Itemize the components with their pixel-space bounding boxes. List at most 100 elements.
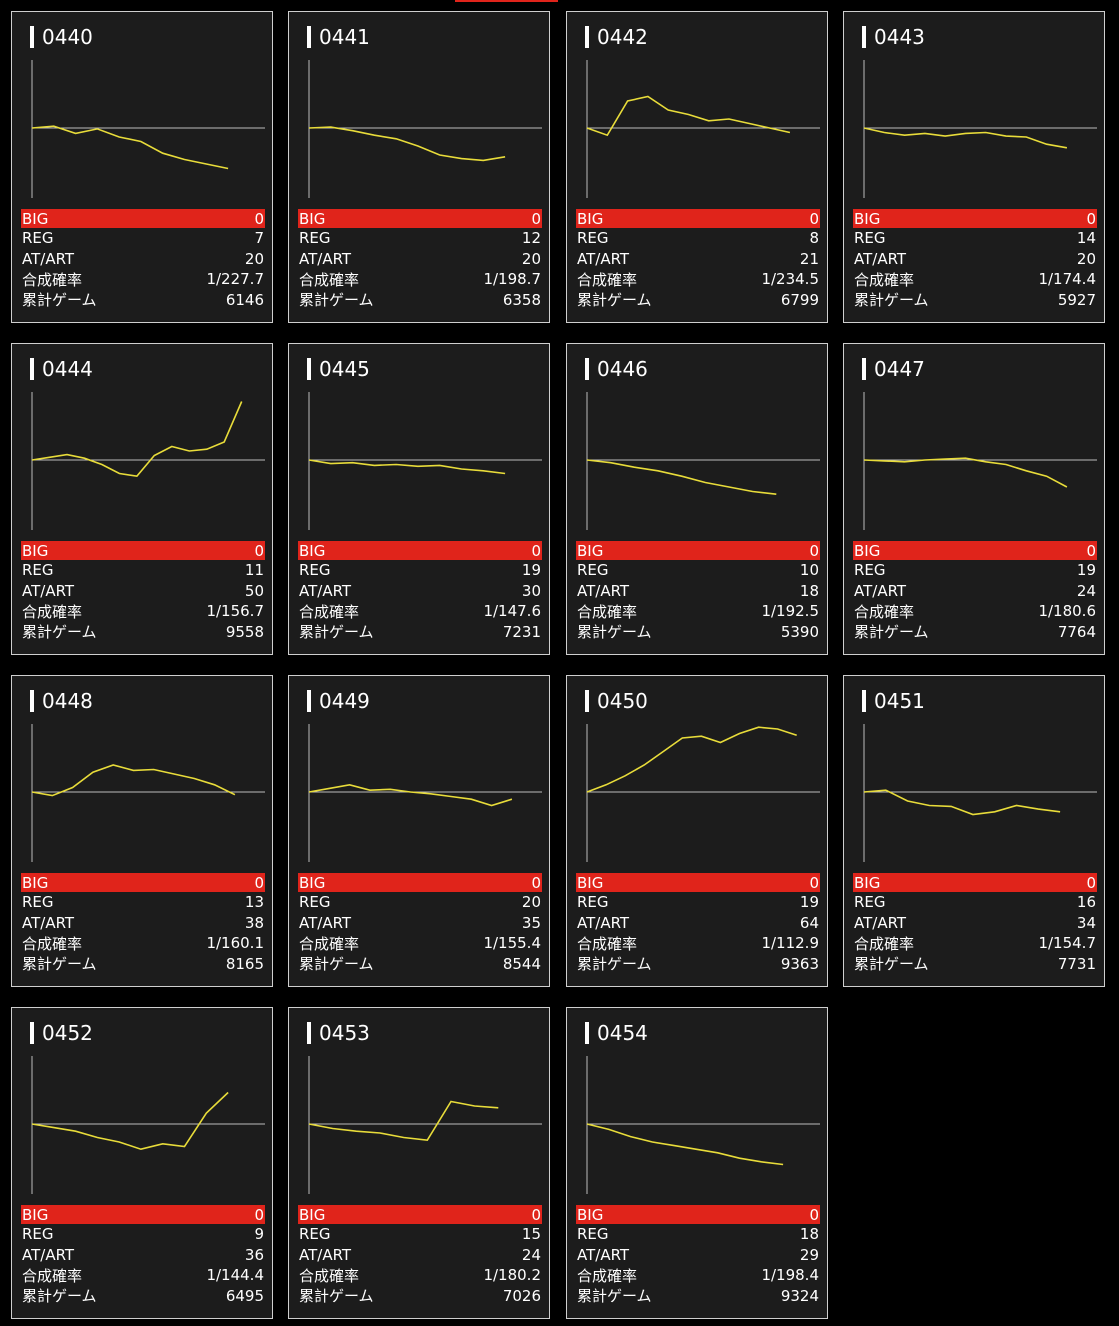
big-row: BIG 0 bbox=[576, 873, 820, 892]
reg-row-value: 12 bbox=[521, 229, 541, 248]
rate-row-value: 1/155.4 bbox=[483, 934, 541, 953]
machine-card[interactable]: 0443 BIG 0 REG 14 AT/ART 20 合成確率 1/174.4 累計ゲーム 592… bbox=[843, 11, 1105, 323]
big-row-label: BIG bbox=[22, 209, 49, 228]
big-row-value: 0 bbox=[1086, 209, 1096, 228]
reg-row: REG 19 bbox=[576, 892, 820, 913]
trend-line bbox=[863, 457, 1068, 488]
reg-row-label: REG bbox=[854, 229, 886, 248]
trend-line bbox=[586, 726, 797, 793]
big-row-label: BIG bbox=[22, 873, 49, 892]
machine-card[interactable]: 0441 BIG 0 REG 12 AT/ART 20 合成確率 1/198.7 累計ゲーム 635… bbox=[288, 11, 550, 323]
trend-line bbox=[308, 459, 506, 475]
big-row-value: 0 bbox=[809, 541, 819, 560]
machine-number: 0449 bbox=[307, 690, 370, 712]
rate-row-value: 1/234.5 bbox=[761, 270, 819, 289]
machine-number: 0443 bbox=[862, 26, 925, 48]
atart-row-label: AT/ART bbox=[854, 581, 907, 600]
big-row-value: 0 bbox=[254, 1205, 264, 1224]
big-row: BIG 0 bbox=[298, 541, 542, 560]
machine-card[interactable]: 0450 BIG 0 REG 19 AT/ART 64 合成確率 1/112.9 累計ゲーム 936… bbox=[566, 675, 828, 987]
trend-line bbox=[586, 95, 791, 137]
rate-row-value: 1/147.6 bbox=[483, 602, 541, 621]
rate-row-value: 1/112.9 bbox=[761, 934, 819, 953]
machine-card[interactable]: 0448 BIG 0 REG 13 AT/ART 38 合成確率 1/160.1 累計ゲーム 816… bbox=[11, 675, 273, 987]
machine-card[interactable]: 0446 BIG 0 REG 10 AT/ART 18 合成確率 1/192.5 累計ゲーム 539… bbox=[566, 343, 828, 655]
trend-line bbox=[31, 1091, 229, 1151]
machine-card[interactable]: 0440 BIG 0 REG 7 AT/ART 20 合成確率 1/227.7 累計ゲーム 6146 bbox=[11, 11, 273, 323]
trend-line bbox=[863, 127, 1068, 149]
games-row-value: 9324 bbox=[780, 1286, 819, 1305]
rate-row-label: 合成確率 bbox=[22, 270, 83, 289]
stats-table: BIG 0 REG 13 AT/ART 38 合成確率 1/160.1 累計ゲーム 8165 bbox=[21, 873, 265, 974]
machine-card[interactable]: 0442 BIG 0 REG 8 AT/ART 21 合成確率 1/234.5 累計ゲーム 6799 bbox=[566, 11, 828, 323]
big-row-value: 0 bbox=[1086, 541, 1096, 560]
slump-graph bbox=[31, 724, 265, 862]
reg-row-value: 14 bbox=[1076, 229, 1096, 248]
atart-row-value: 30 bbox=[521, 581, 541, 600]
machine-card[interactable]: 0449 BIG 0 REG 20 AT/ART 35 合成確率 1/155.4 累計ゲーム 854… bbox=[288, 675, 550, 987]
machine-card[interactable]: 0453 BIG 0 REG 15 AT/ART 24 合成確率 1/180.2 累計ゲーム 702… bbox=[288, 1007, 550, 1319]
big-row: BIG 0 bbox=[21, 873, 265, 892]
games-row-label: 累計ゲーム bbox=[299, 1287, 374, 1306]
atart-row-label: AT/ART bbox=[577, 913, 630, 932]
slump-graph bbox=[863, 724, 1097, 862]
rate-row-value: 1/198.4 bbox=[761, 1266, 819, 1285]
big-row-label: BIG bbox=[299, 1205, 326, 1224]
reg-row-label: REG bbox=[577, 893, 609, 912]
atart-row-value: 36 bbox=[244, 1245, 264, 1264]
rate-row-label: 合成確率 bbox=[577, 934, 638, 953]
games-row: 累計ゲーム 8165 bbox=[21, 954, 265, 975]
reg-row-label: REG bbox=[22, 1225, 54, 1244]
stats-table: BIG 0 REG 16 AT/ART 34 合成確率 1/154.7 累計ゲーム 7731 bbox=[853, 873, 1097, 974]
machine-card[interactable]: 0445 BIG 0 REG 19 AT/ART 30 合成確率 1/147.6 累計ゲーム 723… bbox=[288, 343, 550, 655]
rate-row-value: 1/198.7 bbox=[483, 270, 541, 289]
rate-row: 合成確率 1/180.2 bbox=[298, 1265, 542, 1286]
big-row-value: 0 bbox=[809, 1205, 819, 1224]
rate-row: 合成確率 1/192.5 bbox=[576, 601, 820, 622]
big-row: BIG 0 bbox=[853, 541, 1097, 560]
atart-row-label: AT/ART bbox=[577, 1245, 630, 1264]
reg-row-value: 19 bbox=[1076, 561, 1096, 580]
games-row-value: 7764 bbox=[1057, 622, 1096, 641]
atart-row-label: AT/ART bbox=[854, 913, 907, 932]
big-row: BIG 0 bbox=[21, 1205, 265, 1224]
slump-graph bbox=[308, 60, 542, 198]
rate-row: 合成確率 1/180.6 bbox=[853, 601, 1097, 622]
atart-row: AT/ART 24 bbox=[853, 581, 1097, 602]
atart-row-value: 20 bbox=[521, 249, 541, 268]
stats-table: BIG 0 REG 11 AT/ART 50 合成確率 1/156.7 累計ゲーム 9558 bbox=[21, 541, 265, 642]
reg-row-label: REG bbox=[577, 229, 609, 248]
machine-number: 0441 bbox=[307, 26, 370, 48]
machine-card[interactable]: 0451 BIG 0 REG 16 AT/ART 34 合成確率 1/154.7 累計ゲーム 773… bbox=[843, 675, 1105, 987]
reg-row-value: 15 bbox=[521, 1225, 541, 1244]
reg-row-label: REG bbox=[299, 561, 331, 580]
rate-row-label: 合成確率 bbox=[299, 270, 360, 289]
big-row: BIG 0 bbox=[853, 209, 1097, 228]
reg-row-value: 11 bbox=[244, 561, 264, 580]
games-row: 累計ゲーム 5927 bbox=[853, 290, 1097, 311]
games-row-value: 6146 bbox=[225, 290, 264, 309]
big-row: BIG 0 bbox=[298, 873, 542, 892]
games-row-label: 累計ゲーム bbox=[22, 955, 97, 974]
machine-card[interactable]: 0447 BIG 0 REG 19 AT/ART 24 合成確率 1/180.6 累計ゲーム 776… bbox=[843, 343, 1105, 655]
games-row: 累計ゲーム 9363 bbox=[576, 954, 820, 975]
reg-row: REG 12 bbox=[298, 228, 542, 249]
trend-line bbox=[863, 789, 1061, 816]
games-row-value: 8165 bbox=[225, 954, 264, 973]
big-row-label: BIG bbox=[577, 209, 604, 228]
reg-row-value: 20 bbox=[521, 893, 541, 912]
machine-card[interactable]: 0444 BIG 0 REG 11 AT/ART 50 合成確率 1/156.7 累計ゲーム 955… bbox=[11, 343, 273, 655]
games-row-value: 9363 bbox=[780, 954, 819, 973]
machine-card[interactable]: 0454 BIG 0 REG 18 AT/ART 29 合成確率 1/198.4 累計ゲーム 932… bbox=[566, 1007, 828, 1319]
stats-table: BIG 0 REG 18 AT/ART 29 合成確率 1/198.4 累計ゲーム 9324 bbox=[576, 1205, 820, 1306]
big-row-label: BIG bbox=[577, 1205, 604, 1224]
stats-table: BIG 0 REG 19 AT/ART 64 合成確率 1/112.9 累計ゲーム 9363 bbox=[576, 873, 820, 974]
games-row-label: 累計ゲーム bbox=[22, 623, 97, 642]
machine-card[interactable]: 0452 BIG 0 REG 9 AT/ART 36 合成確率 1/144.4 累計ゲーム 6495 bbox=[11, 1007, 273, 1319]
atart-row-value: 50 bbox=[244, 581, 264, 600]
games-row: 累計ゲーム 6146 bbox=[21, 290, 265, 311]
reg-row: REG 15 bbox=[298, 1224, 542, 1245]
stats-table: BIG 0 REG 7 AT/ART 20 合成確率 1/227.7 累計ゲーム 6146 bbox=[21, 209, 265, 310]
slump-graph bbox=[586, 60, 820, 198]
rate-row-value: 1/227.7 bbox=[206, 270, 264, 289]
